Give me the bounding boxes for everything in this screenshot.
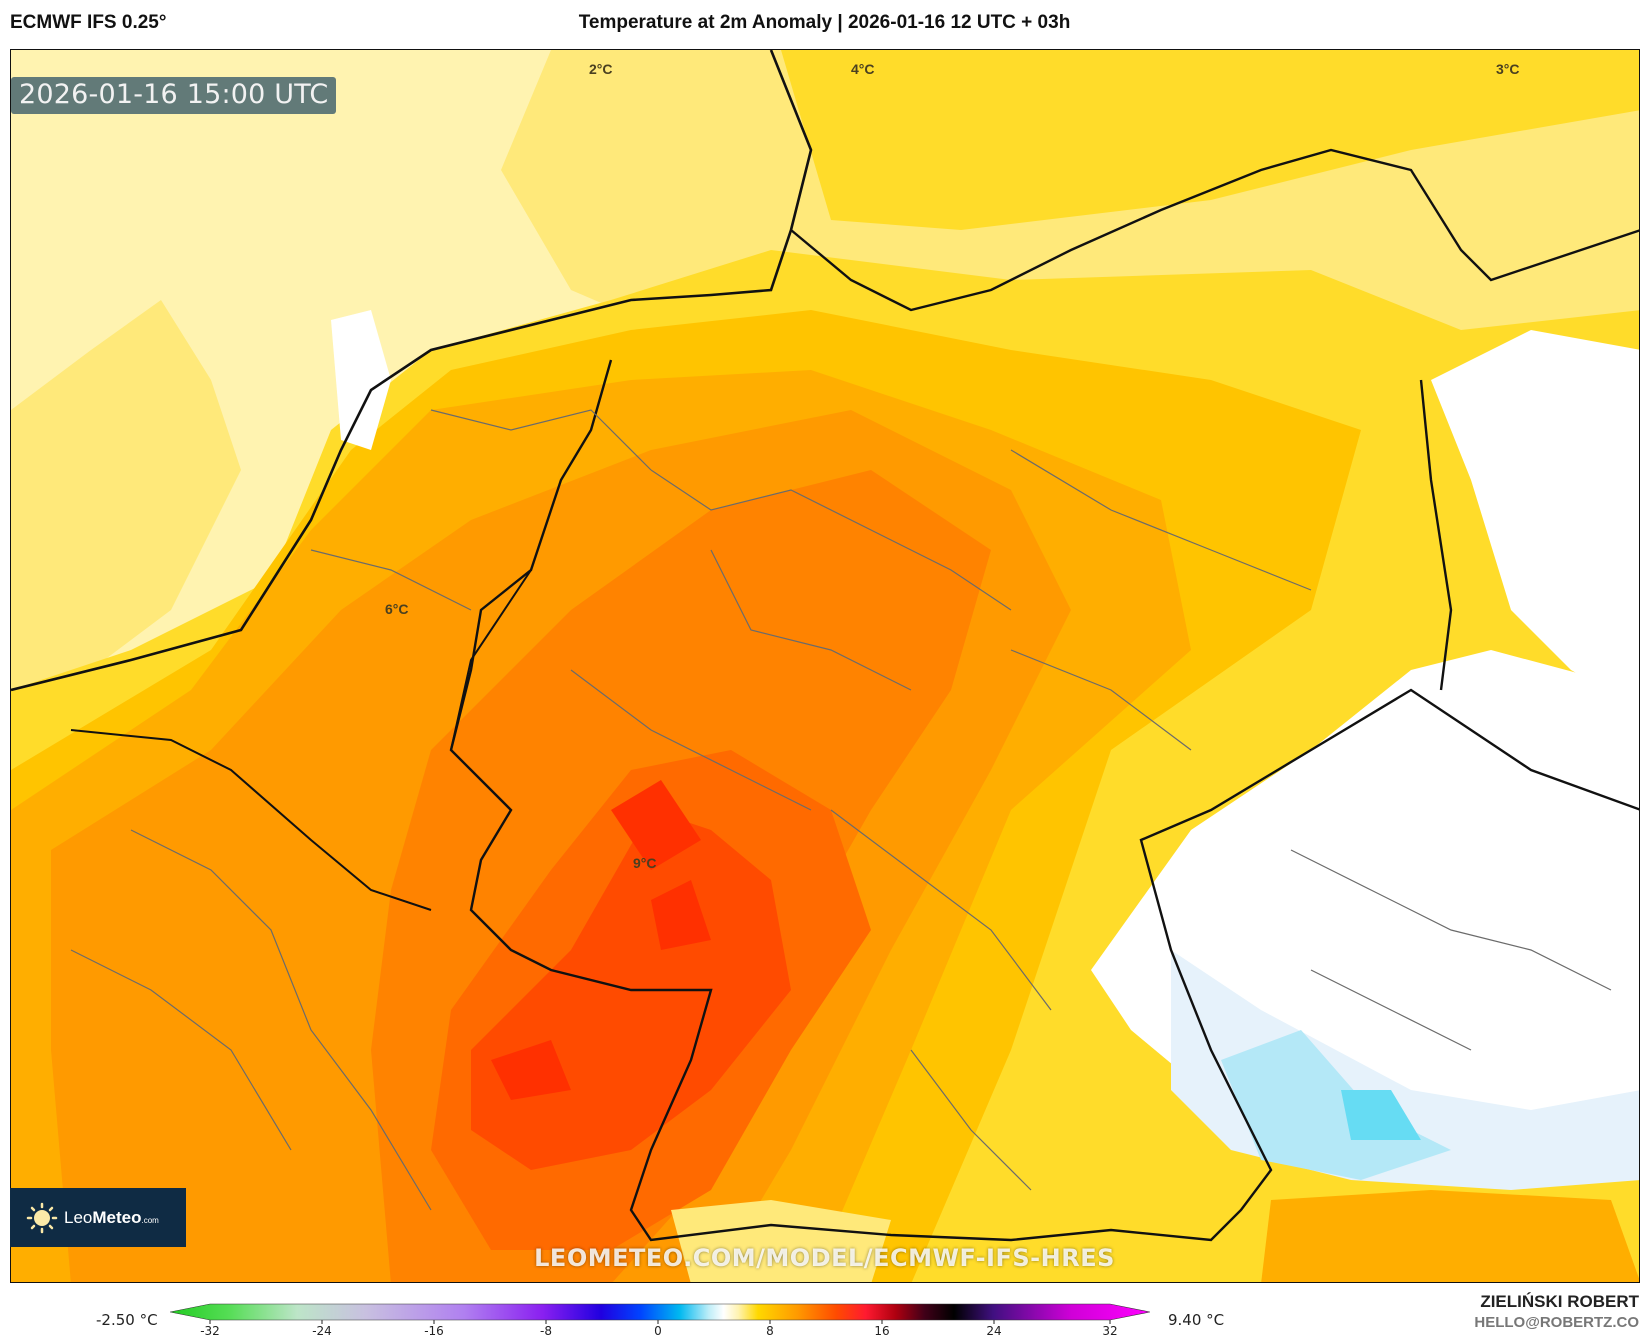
tick-label: -24: [312, 1324, 332, 1338]
tick-label: 24: [986, 1324, 1002, 1338]
author-email[interactable]: HELLO@ROBERTZ.CO: [1474, 1314, 1639, 1331]
colorbar-gradient: [169, 1303, 1151, 1324]
tick-label: 0: [654, 1324, 662, 1338]
map-canvas: [11, 50, 1639, 1282]
tick-label: 16: [874, 1324, 890, 1338]
tick-label: -32: [200, 1324, 220, 1338]
valid-time-badge: 2026-01-16 15:00 UTC: [11, 77, 337, 114]
contour-label-6c: 6°C: [385, 601, 409, 617]
author-name: ZIELIŃSKI ROBERT: [1480, 1292, 1639, 1311]
legend-min-value: -2.50 °C: [96, 1311, 158, 1329]
contour-label-2c: 2°C: [589, 61, 613, 77]
contour-label-9c: 9°C: [633, 855, 657, 871]
tick-label: -16: [424, 1324, 444, 1338]
chart-title: Temperature at 2m Anomaly | 2026-01-16 1…: [578, 12, 1071, 33]
logo-wordmark: LeoMeteo.com: [64, 1207, 159, 1227]
tick-label: -8: [540, 1324, 552, 1338]
leometeo-logo[interactable]: LeoMeteo.com: [10, 1188, 186, 1247]
contour-label-3c: 3°C: [1496, 61, 1520, 77]
tick-label: 32: [1102, 1324, 1118, 1338]
source-watermark: LEOMETEO.COM/MODEL/ECMWF-IFS-HRES: [534, 1244, 1115, 1272]
legend-max-value: 9.40 °C: [1168, 1311, 1225, 1329]
model-title: ECMWF IFS 0.25°: [10, 12, 167, 33]
contour-label-4c: 4°C: [851, 61, 875, 77]
sun-icon: [26, 1202, 58, 1234]
temperature-anomaly-map[interactable]: 2026-01-16 15:00 UTC 2°C 4°C 3°C 6°C 9°C: [10, 49, 1640, 1283]
colorbar: -32 -24 -16 -8 0 8 16 24 32: [169, 1300, 1151, 1338]
tick-label: 8: [766, 1324, 774, 1338]
